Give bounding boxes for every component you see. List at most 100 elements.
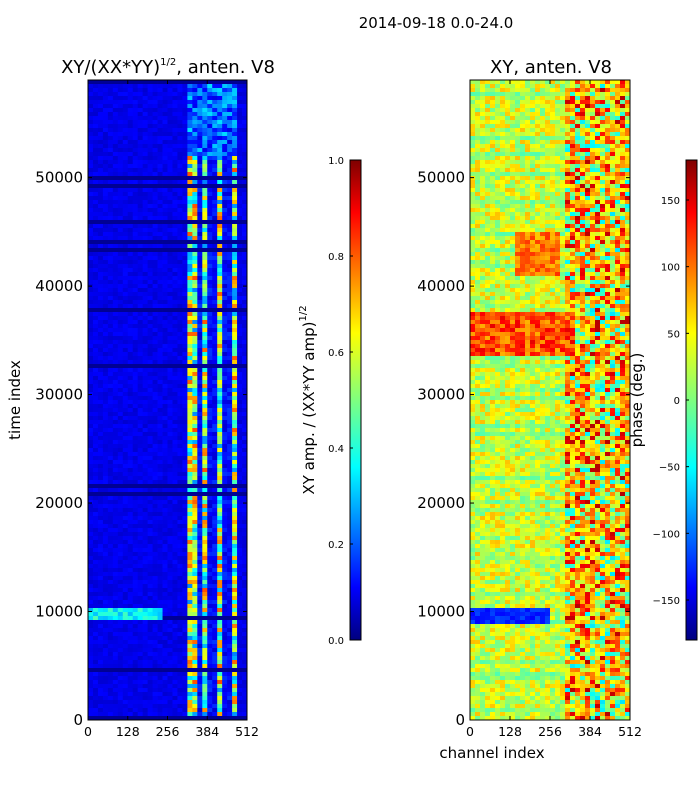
heatmap-cell — [102, 152, 109, 157]
heatmap-cell — [107, 688, 114, 693]
heatmap-cell — [142, 508, 149, 513]
heatmap-cell — [157, 224, 163, 229]
heatmap-cell — [202, 504, 208, 509]
heatmap-cell — [132, 656, 139, 661]
heatmap-cell — [242, 368, 248, 373]
heatmap-cell — [167, 520, 173, 525]
heatmap-cell — [88, 232, 94, 237]
heatmap-cell — [182, 208, 188, 213]
heatmap-cell — [107, 560, 114, 565]
heatmap-cell — [192, 196, 198, 201]
heatmap-cell — [177, 148, 183, 153]
heatmap-cell — [212, 620, 218, 625]
heatmap-cell — [107, 260, 114, 265]
heatmap-cell — [127, 484, 134, 489]
heatmap-cell — [202, 476, 208, 481]
heatmap-cell — [157, 264, 163, 269]
heatmap-cell — [242, 652, 248, 657]
heatmap-cell — [97, 456, 104, 461]
heatmap-cell — [112, 452, 119, 457]
heatmap-cell — [187, 376, 193, 381]
heatmap-cell — [88, 512, 94, 517]
heatmap-cell — [137, 660, 144, 665]
heatmap-cell — [242, 556, 248, 561]
heatmap-cell — [172, 340, 178, 345]
heatmap-cell — [177, 168, 183, 173]
heatmap-cell — [242, 540, 248, 545]
heatmap-cell — [177, 676, 183, 681]
heatmap-cell — [132, 596, 139, 601]
heatmap-cell — [212, 320, 218, 325]
heatmap-cell — [202, 352, 208, 357]
heatmap-cell — [157, 324, 163, 329]
heatmap-cell — [217, 392, 223, 397]
heatmap-cell — [147, 340, 153, 345]
heatmap-cell — [147, 588, 153, 593]
heatmap-cell — [202, 436, 208, 441]
heatmap-cell — [242, 456, 248, 461]
heatmap-cell — [242, 172, 248, 177]
heatmap-cell — [117, 176, 124, 181]
heatmap-cell — [152, 204, 158, 209]
heatmap-cell — [167, 488, 173, 493]
heatmap-cell — [112, 108, 119, 113]
heatmap-cell — [92, 388, 99, 393]
heatmap-cell — [197, 312, 203, 317]
heatmap-cell — [137, 676, 144, 681]
heatmap-cell — [147, 316, 153, 321]
heatmap-cell — [202, 248, 208, 253]
heatmap-cell — [237, 140, 243, 145]
heatmap-cell — [107, 616, 114, 621]
heatmap-cell — [157, 640, 163, 645]
heatmap-cell — [227, 416, 233, 421]
heatmap-cell — [192, 104, 198, 109]
heatmap-cell — [112, 296, 119, 301]
heatmap-cell — [227, 584, 233, 589]
heatmap-cell — [192, 512, 198, 517]
heatmap-cell — [237, 616, 243, 621]
heatmap-cell — [107, 220, 114, 225]
heatmap-cell — [177, 504, 183, 509]
heatmap-cell — [167, 324, 173, 329]
heatmap-cell — [117, 224, 124, 229]
heatmap-cell — [147, 424, 153, 429]
heatmap-cell — [167, 312, 173, 317]
heatmap-cell — [127, 452, 134, 457]
heatmap-cell — [197, 144, 203, 149]
heatmap-cell — [197, 428, 203, 433]
heatmap-cell — [127, 544, 134, 549]
heatmap-cell — [232, 144, 238, 149]
heatmap-cell — [117, 368, 124, 373]
heatmap-cell — [147, 332, 153, 337]
heatmap-cell — [102, 676, 109, 681]
heatmap-cell — [202, 500, 208, 505]
heatmap-cell — [117, 220, 124, 225]
heatmap-cell — [197, 356, 203, 361]
heatmap-cell — [232, 92, 238, 97]
heatmap-cell — [237, 540, 243, 545]
heatmap-cell — [242, 104, 248, 109]
heatmap-cell — [227, 604, 233, 609]
heatmap-cell — [182, 592, 188, 597]
heatmap-cell — [207, 192, 213, 197]
heatmap-cell — [237, 136, 243, 141]
heatmap-cell — [162, 404, 168, 409]
heatmap-cell — [132, 116, 139, 121]
heatmap-cell — [167, 548, 173, 553]
heatmap-cell — [182, 124, 188, 129]
heatmap-cell — [192, 648, 198, 653]
heatmap-cell — [202, 628, 208, 633]
heatmap-cell — [137, 412, 144, 417]
heatmap-cell — [202, 116, 208, 121]
heatmap-cell — [177, 552, 183, 557]
heatmap-cell — [177, 268, 183, 273]
heatmap-cell — [92, 252, 99, 257]
heatmap-cell — [182, 184, 188, 189]
heatmap-cell — [237, 672, 243, 677]
heatmap-cell — [237, 80, 243, 85]
heatmap-cell — [172, 380, 178, 385]
heatmap-cell — [197, 416, 203, 421]
heatmap-cell — [162, 680, 168, 685]
heatmap-cell — [142, 352, 149, 357]
heatmap-cell — [167, 700, 173, 705]
